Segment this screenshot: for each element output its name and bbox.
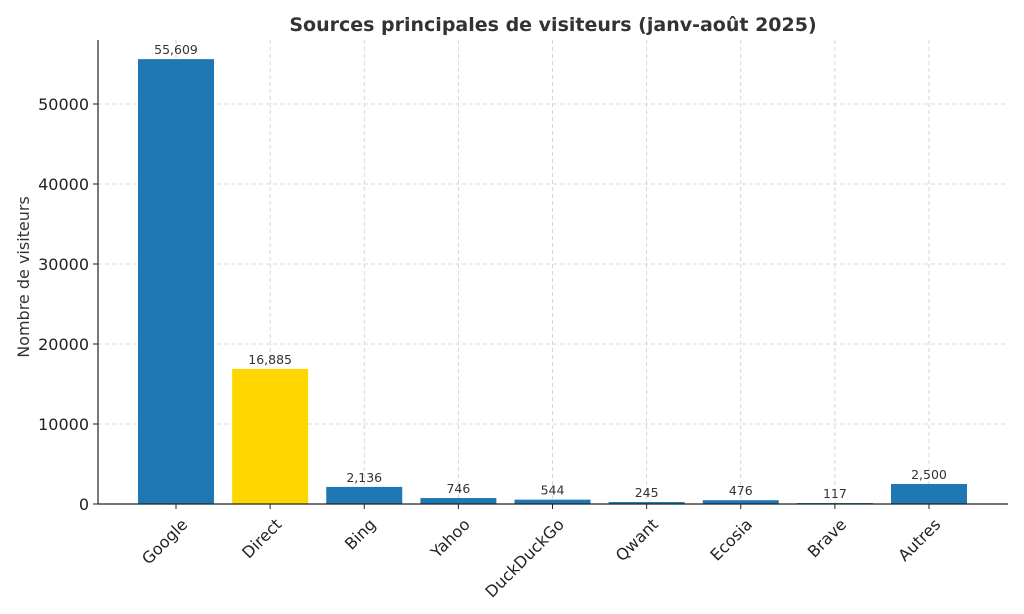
data-label: 245 [635, 485, 659, 500]
y-tick-label: 40000 [38, 175, 89, 194]
data-label: 2,136 [346, 470, 382, 485]
bar-autres [891, 484, 967, 504]
data-label: 544 [541, 483, 565, 498]
x-tick-label: Qwant [612, 515, 662, 565]
x-tick-label: Direct [238, 515, 285, 562]
x-tick-label: Ecosia [706, 515, 756, 565]
data-label: 476 [729, 483, 753, 498]
data-label: 117 [823, 486, 847, 501]
x-tick-label: Yahoo [426, 515, 473, 562]
y-tick-label: 20000 [38, 335, 89, 354]
data-label: 55,609 [154, 42, 198, 57]
data-labels: 55,609 16,885 2,136 746 544 245 476 117 2,500 [154, 42, 947, 501]
bar-direct [232, 368, 309, 504]
bar-yahoo [420, 498, 497, 504]
y-tick-label: 0 [79, 495, 89, 514]
data-label: 2,500 [911, 467, 947, 482]
data-label: 746 [446, 481, 470, 496]
chart-title: Sources principales de visiteurs (janv-a… [289, 14, 816, 36]
bar-qwant [608, 502, 685, 504]
bar-ecosia [702, 500, 779, 504]
x-tick-label: Autres [894, 515, 944, 565]
x-tick-label: Brave [804, 515, 850, 561]
y-tick-label: 50000 [38, 95, 89, 114]
bar-google [138, 59, 214, 505]
x-tick-label: DuckDuckGo [481, 515, 567, 601]
x-tick-label: Google [138, 515, 191, 568]
y-axis-label: Nombre de visiteurs [14, 196, 33, 358]
x-tick-label: Bing [341, 515, 380, 554]
bar-bing [326, 486, 403, 504]
bar-duckduckgo [514, 499, 591, 504]
bars [138, 59, 967, 505]
y-tick-label: 10000 [38, 415, 89, 434]
data-label: 16,885 [248, 352, 292, 367]
y-tick-label: 30000 [38, 255, 89, 274]
